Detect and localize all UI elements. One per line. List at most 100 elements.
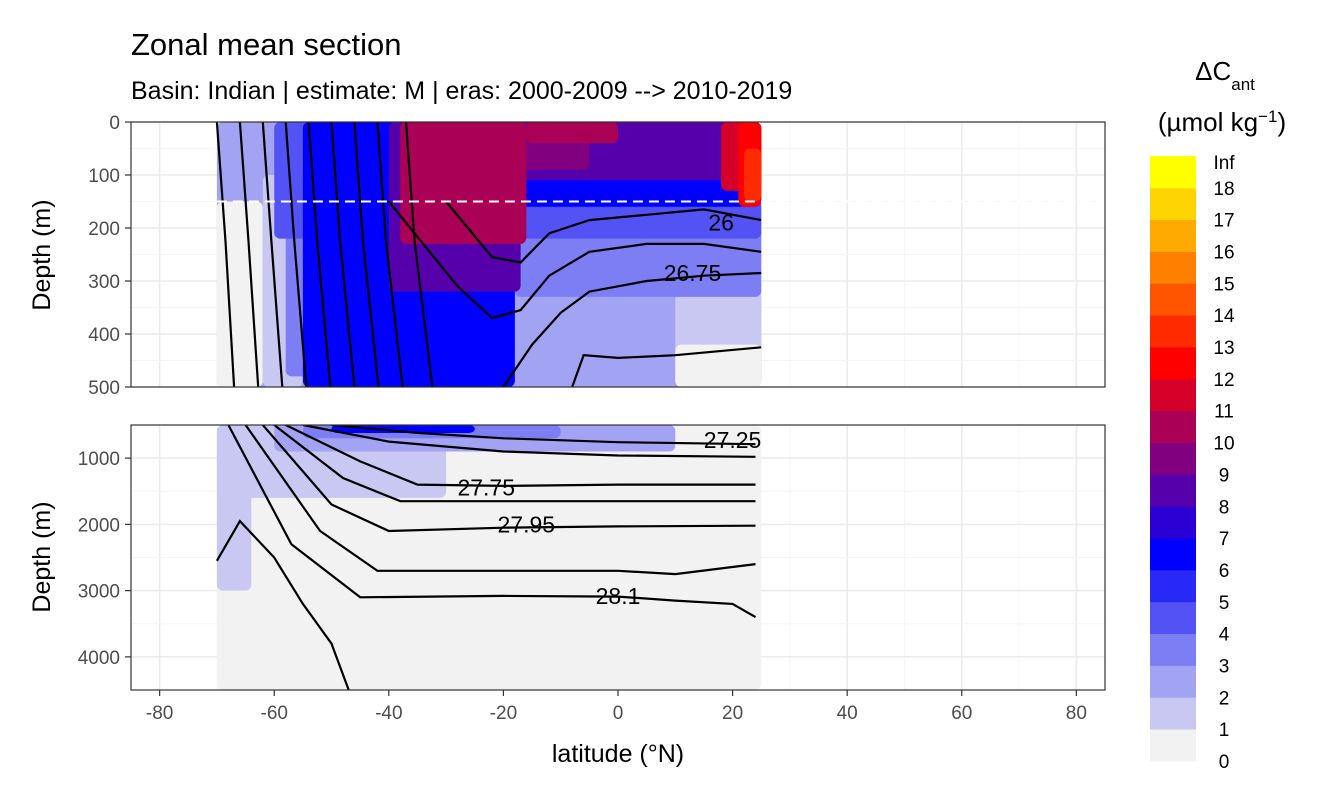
isopycnal-line — [227, 425, 757, 619]
legend-label: 10 — [1213, 434, 1234, 455]
legend-title-line1: ΔCant — [1195, 56, 1255, 94]
isopycnal-label: 28.1 — [596, 583, 641, 609]
y-tick-label: 1000 — [78, 449, 120, 470]
legend-label: 13 — [1213, 338, 1234, 359]
upper-depth-panel: 26 26.75 0 100 200 300 400 500 — [88, 113, 1106, 399]
legend-swatch — [1150, 601, 1196, 635]
legend-label: 18 — [1213, 179, 1234, 200]
legend-label: 11 — [1214, 402, 1234, 423]
isopycnal-line — [261, 122, 284, 387]
isopycnal-line — [387, 200, 762, 320]
isopycnal-line — [502, 271, 762, 387]
x-tick-label: 0 — [613, 703, 624, 724]
legend-label: 3 — [1219, 657, 1230, 678]
legend-label: 16 — [1213, 243, 1234, 264]
legend-swatch — [1150, 569, 1196, 603]
isopycnal-line — [307, 122, 332, 387]
isopycnal-line — [215, 122, 236, 387]
isopycnal-layer: 27.25 27.75 27.95 28.1 — [215, 425, 762, 690]
legend-swatch — [1150, 315, 1196, 348]
legend-swatch — [1150, 729, 1196, 762]
legend-swatch — [1150, 538, 1196, 571]
x-tick-label: 80 — [1066, 703, 1087, 724]
legend-label: 0 — [1219, 752, 1230, 773]
legend-swatch — [1150, 347, 1196, 380]
x-tick-label: -80 — [146, 703, 173, 724]
legend-title-units: (µmol kg−1) — [1158, 107, 1286, 138]
isopycnal-line — [330, 122, 356, 387]
isopycnal-line — [302, 425, 756, 458]
isopycnal-line — [353, 122, 380, 387]
cant-fill-region — [744, 148, 762, 202]
y-axis-label-lower: Depth (m) — [28, 501, 56, 612]
isopycnal-layer: 26 26.75 — [215, 122, 762, 387]
isopycnal-line — [285, 425, 756, 488]
y-tick-label: 100 — [88, 166, 120, 187]
isopycnal-label: 26.75 — [664, 260, 722, 286]
legend-label: 4 — [1219, 625, 1230, 646]
panel-border — [130, 121, 1106, 388]
y-tick-label: 2000 — [78, 515, 120, 536]
x-axis: -80 -60 -40 -20 0 20 40 60 80 — [146, 690, 1087, 724]
y-tick-label: 4000 — [78, 648, 120, 669]
legend-swatch — [1150, 633, 1196, 666]
legend-swatch — [1150, 219, 1196, 252]
legend-swatch — [1150, 251, 1196, 284]
isopycnal-line — [273, 425, 756, 503]
legend-swatch — [1150, 187, 1196, 221]
isopycnal-label: 26 — [708, 210, 734, 236]
lower-depth-panel: 27.25 27.75 27.95 28.1 1000 2000 3000 4000 — [78, 424, 1106, 691]
cant-fill-region — [216, 201, 263, 387]
isopycnal-line — [261, 425, 756, 533]
isopycnal-line — [404, 122, 434, 387]
isopycnal-label: 27.95 — [498, 511, 556, 537]
chart-subtitle: Basin: Indian | estimate: M | eras: 2000… — [131, 77, 792, 105]
isopycnal-label: 27.25 — [704, 427, 762, 453]
legend-label: 7 — [1219, 529, 1230, 550]
y-tick-label: 400 — [88, 325, 120, 346]
cant-fill-region — [216, 425, 252, 591]
legend-label: 6 — [1219, 561, 1230, 582]
legend-swatch — [1150, 442, 1196, 475]
legend-label: Inf — [1213, 153, 1235, 174]
cant-fill-region — [526, 122, 618, 144]
x-axis-label: latitude (°N) — [552, 740, 684, 768]
isopycnal-line — [445, 200, 762, 264]
isopycnal-line — [571, 346, 762, 387]
legend-label: 5 — [1219, 593, 1230, 614]
chart-title: Zonal mean section — [131, 27, 402, 62]
y-tick-label: 200 — [88, 219, 120, 240]
x-tick-label: -20 — [490, 703, 517, 724]
legend-label: 15 — [1213, 274, 1234, 295]
x-tick-label: -60 — [261, 703, 288, 724]
legend-label: 12 — [1213, 370, 1234, 391]
legend-label: 17 — [1213, 211, 1234, 232]
isopycnal-line — [238, 122, 260, 387]
y-tick-label: 0 — [109, 113, 120, 134]
color-legend: ΔCant (µmol kg−1) 0123456789101112131415… — [1150, 56, 1286, 773]
isopycnal-line — [376, 122, 404, 387]
legend-swatch — [1150, 410, 1196, 443]
cant-fill-region — [400, 122, 527, 244]
legend-label: 8 — [1219, 497, 1230, 518]
legend-label: 14 — [1213, 306, 1235, 327]
isopycnal-label: 27.75 — [457, 474, 515, 500]
legend-label: 2 — [1219, 688, 1230, 709]
isopycnal-line — [331, 425, 756, 446]
x-tick-label: 60 — [951, 703, 972, 724]
legend-swatch — [1150, 665, 1196, 698]
y-tick-label: 3000 — [78, 582, 120, 603]
legend-label: 9 — [1219, 465, 1230, 486]
cant-fill-region — [331, 425, 475, 433]
cant-fill-layer — [216, 425, 762, 690]
isopycnal-line — [284, 122, 308, 387]
legend-swatch — [1150, 378, 1196, 412]
cant-fill-layer — [216, 122, 762, 387]
y-tick-label: 500 — [88, 378, 120, 399]
legend-swatch — [1150, 283, 1196, 316]
y-axis-label-upper: Depth (m) — [28, 199, 56, 310]
legend-swatch — [1150, 506, 1196, 539]
isopycnal-line — [244, 425, 756, 576]
legend-swatch — [1150, 474, 1196, 507]
